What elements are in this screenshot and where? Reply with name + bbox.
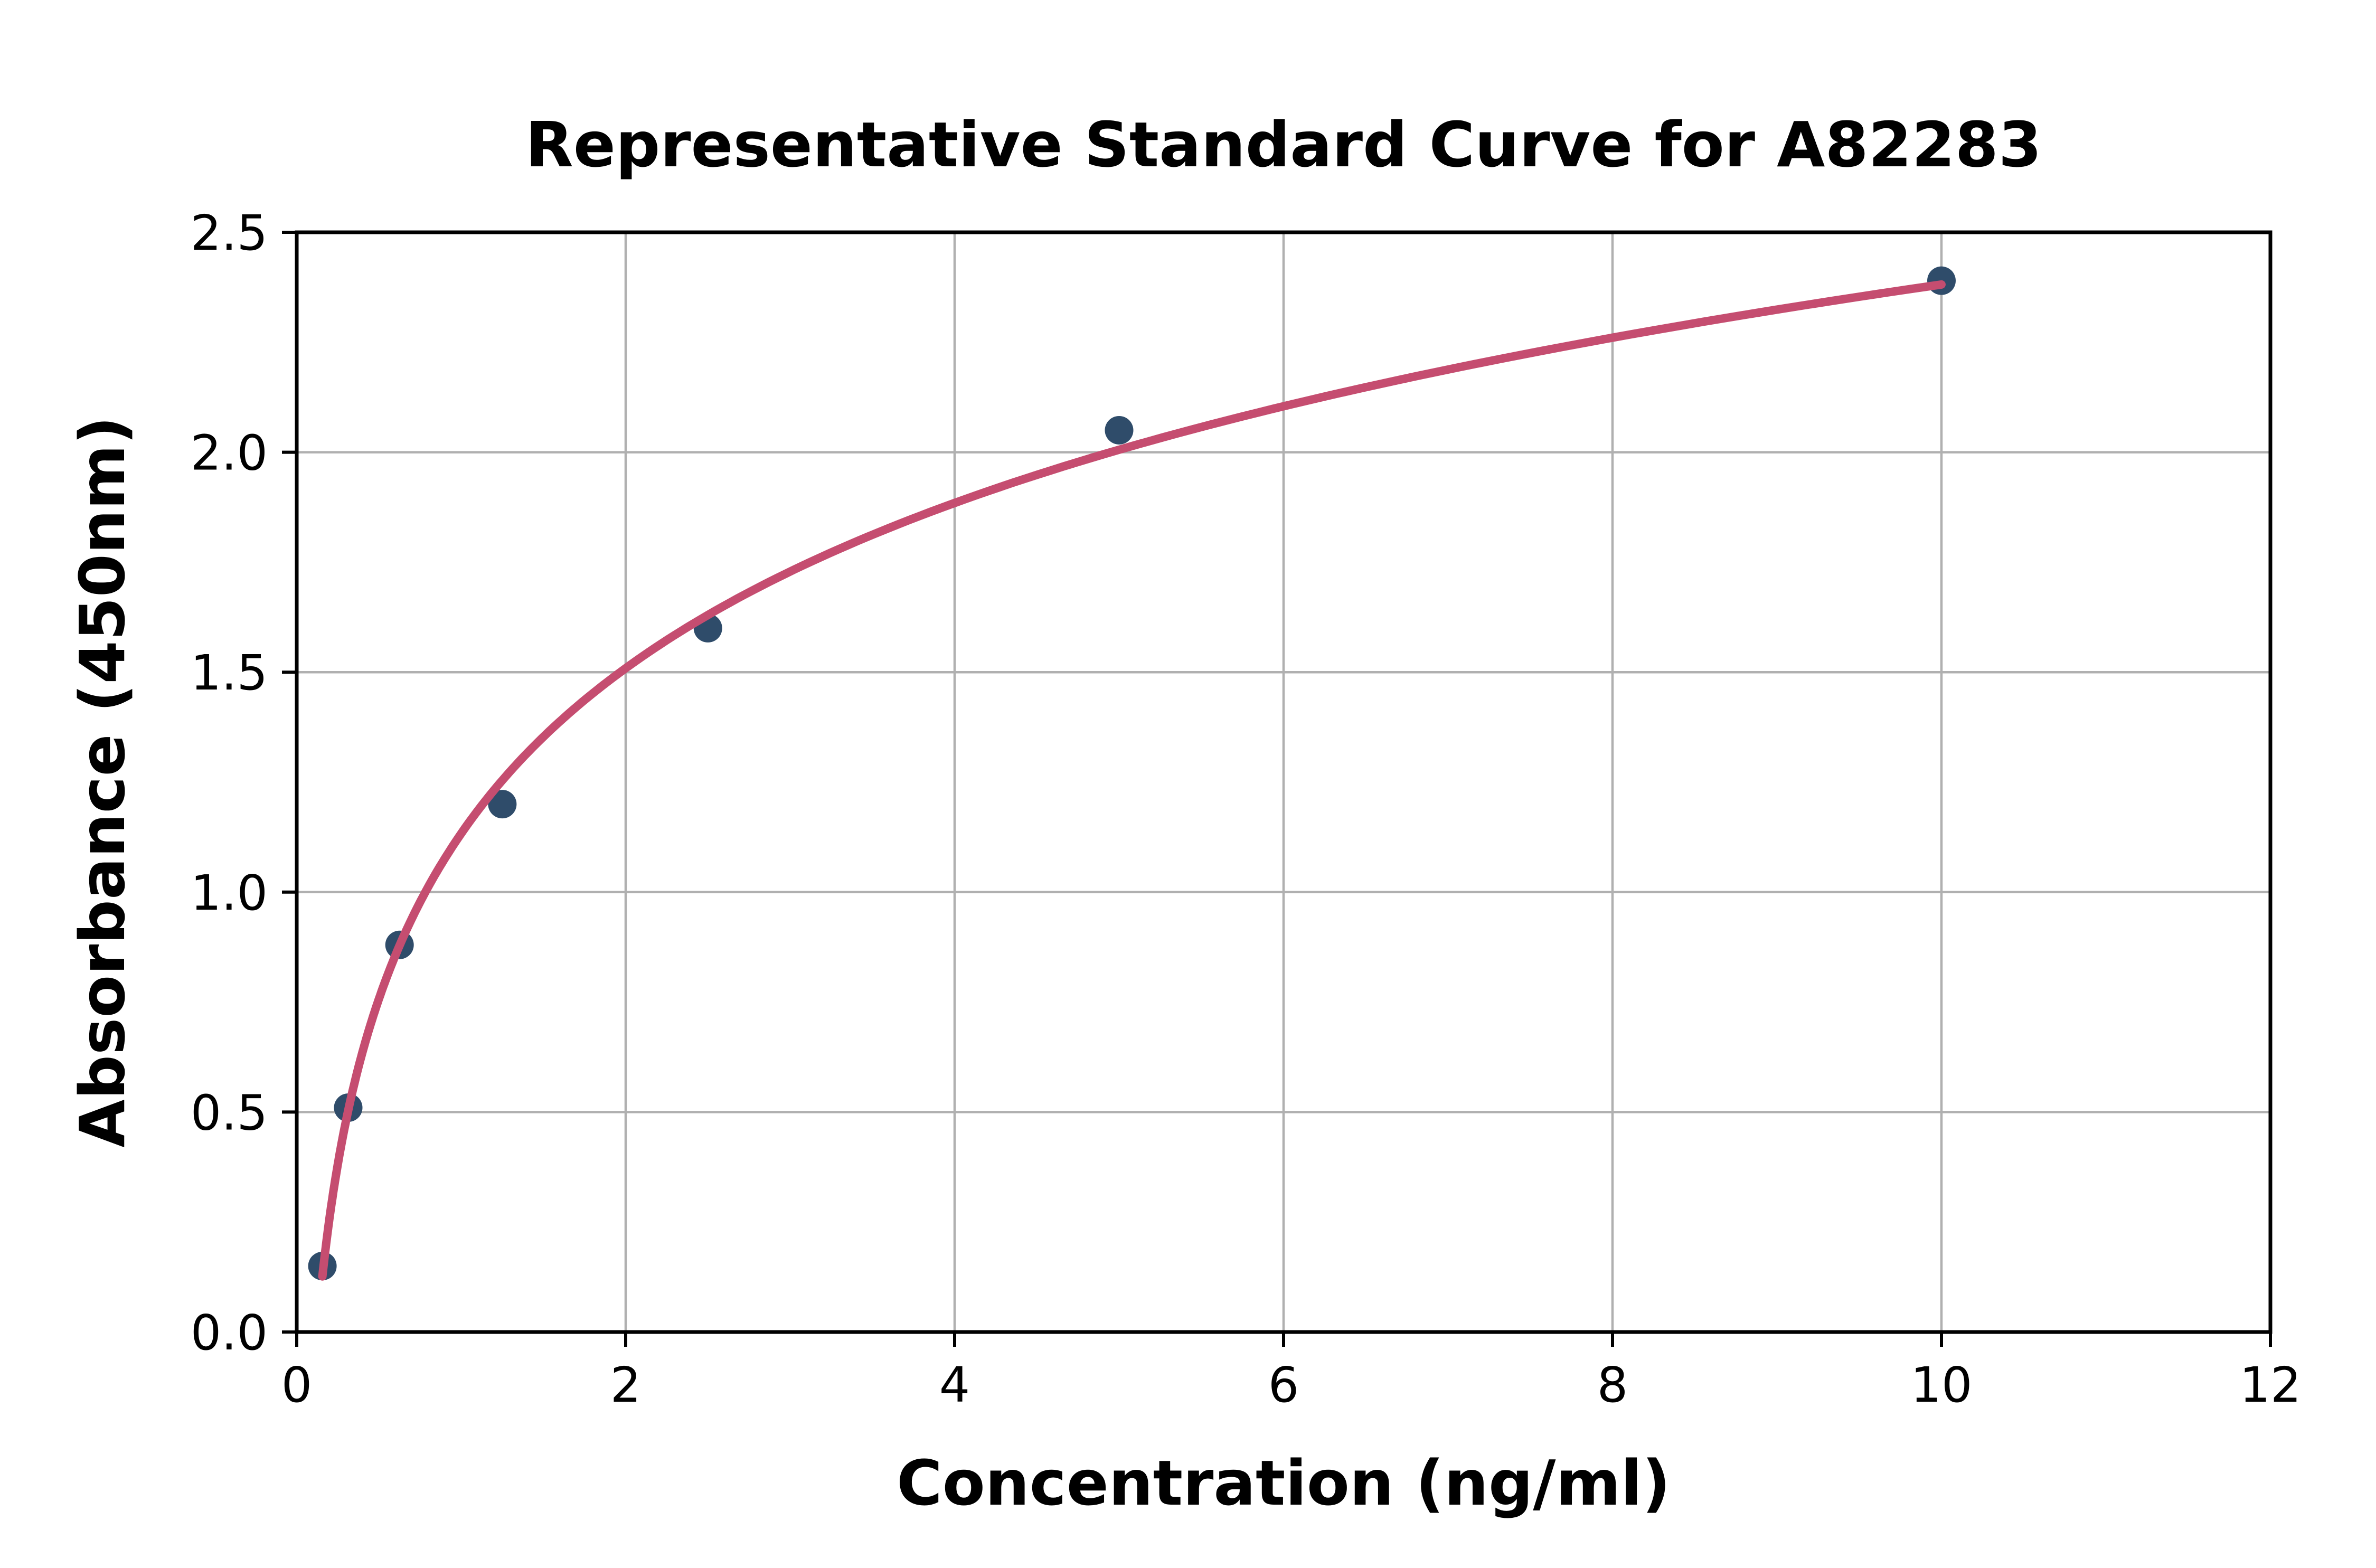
y-tick-label: 1.0 xyxy=(191,865,268,921)
y-tick-label: 2.0 xyxy=(191,425,268,481)
y-tick-label: 0.5 xyxy=(191,1084,268,1141)
chart-title: Representative Standard Curve for A82283 xyxy=(525,108,2042,181)
x-tick-label: 0 xyxy=(281,1357,313,1413)
x-axis-label: Concentration (ng/ml) xyxy=(897,1447,1671,1519)
x-tick-label: 10 xyxy=(1910,1357,1972,1413)
y-tick-label: 1.5 xyxy=(191,645,268,701)
fit-curve xyxy=(318,280,1946,1281)
tick-labels-layer: 0 2 4 6 8 10 12 0.0 0.5 1.0 1.5 2.0 2.5 xyxy=(191,205,2302,1413)
grid-layer xyxy=(297,232,2270,1332)
data-points-layer xyxy=(308,266,1956,1281)
tick-marks-layer xyxy=(282,231,2272,1347)
y-tick-label: 0.0 xyxy=(191,1305,268,1361)
x-tick-label: 2 xyxy=(610,1357,642,1413)
y-tick-label: 2.5 xyxy=(191,205,268,261)
data-point xyxy=(488,790,517,819)
x-tick-label: 6 xyxy=(1268,1357,1299,1413)
x-tick-label: 12 xyxy=(2239,1357,2301,1413)
x-tick-label: 8 xyxy=(1597,1357,1628,1413)
data-point xyxy=(1105,415,1134,445)
y-axis-label: Absorbance (450nm) xyxy=(66,416,139,1148)
x-tick-label: 4 xyxy=(939,1357,970,1413)
